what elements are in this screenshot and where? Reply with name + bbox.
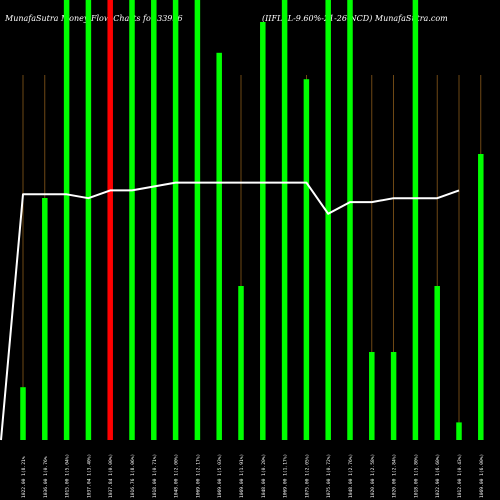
money-flow-bar (63, 0, 70, 440)
money-flow-bar (369, 352, 375, 440)
x-tick-label: 1018.00 1(0.71%) (152, 454, 158, 498)
x-tick-label: 1048.00 1(2.76%) (348, 454, 354, 498)
x-tick-label: 1037.84 1(0.00%) (108, 454, 114, 498)
x-tick-label: 1069.00 1(1.17%) (283, 454, 289, 498)
money-flow-bar (412, 0, 419, 440)
money-flow-bar (216, 52, 222, 441)
money-flow-bar (194, 0, 201, 440)
guide-lines (22, 75, 482, 440)
price-line-series (0, 181, 460, 441)
x-tick-label: 1069.00 1(2.17%) (195, 454, 201, 498)
x-tick-label: 1036.00 1(0.76% (43, 456, 49, 498)
x-tick-label: 1069.00 1(6.00%) (479, 454, 485, 498)
money-flow-bar (129, 0, 135, 440)
money-flow-bar (281, 0, 288, 440)
x-tick-label: 1016.76 1(8.06%) (130, 454, 136, 498)
money-flow-bar (390, 352, 397, 440)
money-flow-bar (172, 0, 179, 440)
chart-subtitle: (IIFLSL-9.60%-21-26-NCD) MunafaSutra.com (262, 14, 448, 23)
x-tick-label: 1018.00 1(5.80%) (413, 454, 419, 498)
x-tick-label: 1069.00 1(1.91%) (239, 454, 245, 498)
x-tick-label: 1020.00 1(2.84%) (392, 454, 398, 498)
money-flow-bar (238, 286, 244, 440)
money-flow-bar (260, 22, 266, 440)
bar-series (20, 0, 484, 441)
x-tick-label: 1022.00 1(8.21% (21, 456, 27, 498)
money-flow-bar (151, 0, 157, 440)
money-flow-bar (42, 198, 48, 440)
x-tick-label: 1048.00 1(2.00%) (174, 454, 180, 498)
chart-title: MunafaSutra Money Flow Charts for 33956 (5, 14, 183, 23)
x-tick-label: 1075.00 1(2.05%) (304, 454, 310, 498)
money-flow-bar (325, 0, 331, 440)
money-flow-bar (303, 79, 310, 440)
x-tick-label: 1012.00 1(0.43%) (457, 454, 463, 498)
money-flow-bar (107, 0, 113, 440)
x-tick-label: 1020.00 1(2.58%) (370, 454, 376, 498)
money-flow-bar (456, 422, 462, 440)
money-flow-bar (85, 0, 92, 440)
money-flow-bar (478, 154, 484, 440)
price-line (0, 181, 460, 441)
x-tick-label: 1015.00 1(5.04%) (65, 454, 71, 498)
x-tick-label: 1037.04 1(3.40%) (86, 454, 92, 498)
x-axis-tick-labels: 1022.00 1(8.21% 1036.00 1(0.76% 1015.00 1(… (21, 454, 485, 498)
money-flow-bar (20, 387, 26, 440)
x-tick-label: 1069.00 1(5.03%) (217, 454, 223, 498)
x-tick-label: 1075.00 1(0.72%) (326, 454, 332, 498)
x-tick-label: 1048.00 1(0.20%) (261, 454, 267, 498)
x-tick-label: 1022.90 1(6.60%) (435, 454, 441, 498)
money-flow-bar (347, 0, 353, 440)
money-flow-bar (434, 286, 440, 440)
